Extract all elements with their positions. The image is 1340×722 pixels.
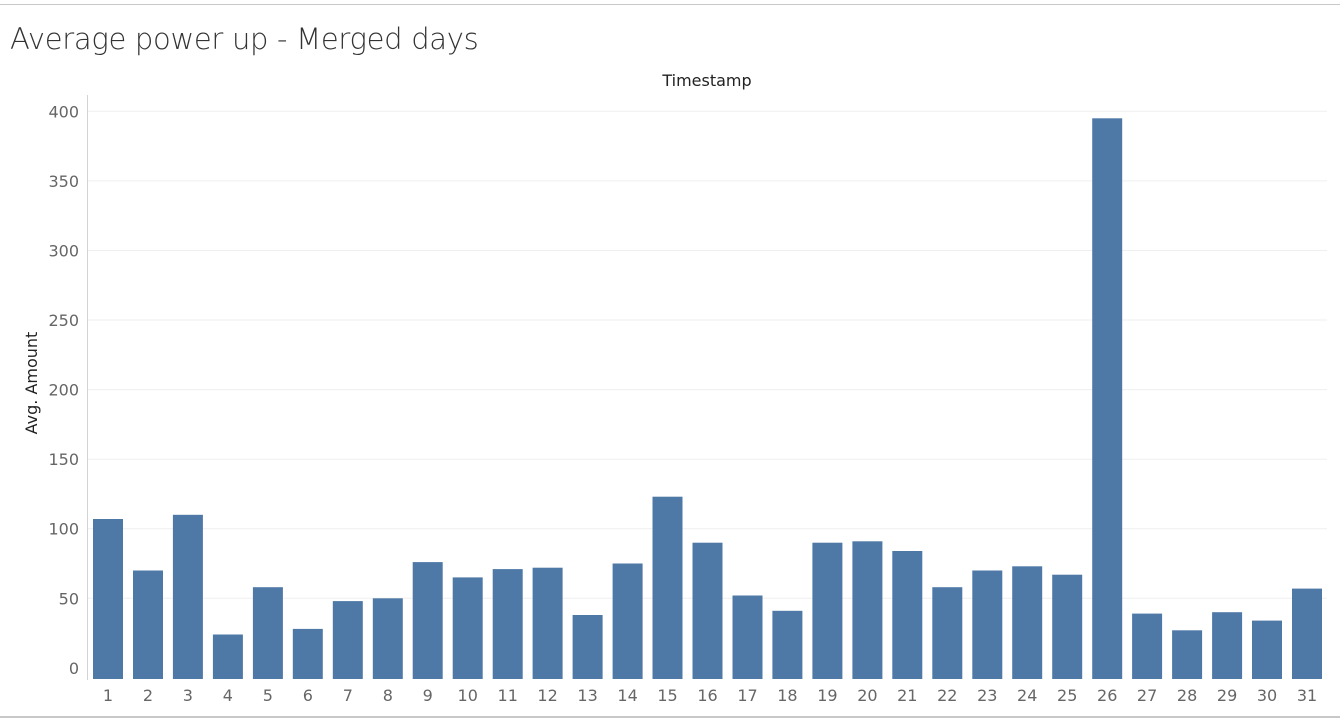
bar-day-4 <box>212 634 243 679</box>
x-tick-label: 14 <box>617 686 637 705</box>
bar-day-30 <box>1252 620 1282 679</box>
y-tick-label: 200 <box>48 381 79 400</box>
y-tick-label: 50 <box>59 589 79 608</box>
x-tick-label: 7 <box>343 686 353 705</box>
x-tick-label: 5 <box>263 686 273 705</box>
bar-day-13 <box>572 615 603 679</box>
bar-day-18 <box>772 610 803 679</box>
bottom-border <box>0 716 1340 718</box>
y-tick-labels: 0 50 100 150 200 250 300 350 400 <box>48 102 79 678</box>
bar-day-28 <box>1172 630 1203 679</box>
x-tick-label: 19 <box>817 686 837 705</box>
y-tick-label: 100 <box>48 520 79 539</box>
bar-day-1 <box>93 519 123 679</box>
x-tick-label: 10 <box>458 686 478 705</box>
bar-day-3 <box>172 514 203 679</box>
bar-day-16 <box>692 542 723 679</box>
bars <box>93 118 1322 680</box>
x-tick-label: 22 <box>937 686 957 705</box>
x-tick-label: 23 <box>977 686 997 705</box>
bar-day-12 <box>532 567 563 679</box>
bar-day-22 <box>932 587 963 679</box>
bar-day-9 <box>412 562 443 679</box>
x-tick-label: 17 <box>737 686 757 705</box>
x-tick-label: 16 <box>697 686 717 705</box>
x-tick-label: 28 <box>1177 686 1197 705</box>
x-tick-labels: 1 2 3 4 5 6 7 8 9 10 11 12 13 14 15 16 17 18 19 20 21 22 23 24 2… <box>103 686 1317 705</box>
bar-day-15 <box>652 496 683 679</box>
x-tick-label: 26 <box>1097 686 1117 705</box>
x-tick-label: 29 <box>1217 686 1237 705</box>
bar-day-29 <box>1212 612 1243 679</box>
y-tick-label: 150 <box>48 450 79 469</box>
bar-day-21 <box>892 551 923 679</box>
x-tick-label: 31 <box>1297 686 1317 705</box>
top-border <box>0 4 1340 5</box>
y-tick-label: 300 <box>48 242 79 261</box>
bar-day-11 <box>492 569 523 679</box>
x-tick-label: 6 <box>303 686 313 705</box>
x-tick-label: 8 <box>383 686 393 705</box>
bar-day-17 <box>732 595 763 679</box>
x-tick-label: 2 <box>143 686 153 705</box>
x-axis-title: Timestamp <box>661 71 751 90</box>
x-tick-label: 4 <box>223 686 233 705</box>
x-tick-label: 21 <box>897 686 917 705</box>
x-tick-label: 30 <box>1257 686 1277 705</box>
bar-day-26 <box>1092 118 1123 680</box>
bar-day-19 <box>812 542 843 679</box>
bar-day-20 <box>852 541 883 679</box>
bar-day-14 <box>612 563 643 679</box>
bar-day-27 <box>1132 613 1163 679</box>
y-tick-label: 250 <box>48 311 79 330</box>
y-tick-label: 0 <box>69 659 79 678</box>
x-tick-label: 3 <box>183 686 193 705</box>
x-tick-label: 24 <box>1017 686 1037 705</box>
y-tick-label: 400 <box>48 102 79 121</box>
bar-day-5 <box>252 587 283 679</box>
bar-day-10 <box>452 577 483 679</box>
bar-day-25 <box>1052 574 1083 679</box>
bar-day-2 <box>133 570 163 679</box>
x-tick-label: 15 <box>657 686 677 705</box>
bar-day-8 <box>372 598 403 679</box>
x-tick-label: 25 <box>1057 686 1077 705</box>
gridlines <box>88 110 1327 599</box>
x-tick-label: 27 <box>1137 686 1157 705</box>
x-tick-label: 1 <box>103 686 113 705</box>
bar-day-6 <box>292 628 323 679</box>
y-axis-title: Avg. Amount <box>22 332 41 435</box>
x-tick-label: 11 <box>498 686 518 705</box>
x-tick-label: 9 <box>423 686 433 705</box>
bar-day-24 <box>1012 566 1043 679</box>
x-tick-label: 13 <box>577 686 597 705</box>
bar-day-7 <box>332 601 363 679</box>
x-tick-label: 18 <box>777 686 797 705</box>
x-tick-label: 20 <box>857 686 877 705</box>
bar-day-31 <box>1292 588 1322 679</box>
x-tick-label: 12 <box>537 686 557 705</box>
bar-day-23 <box>972 570 1003 679</box>
page-title: Average power up - Merged days <box>10 22 479 56</box>
y-tick-label: 350 <box>48 172 79 191</box>
